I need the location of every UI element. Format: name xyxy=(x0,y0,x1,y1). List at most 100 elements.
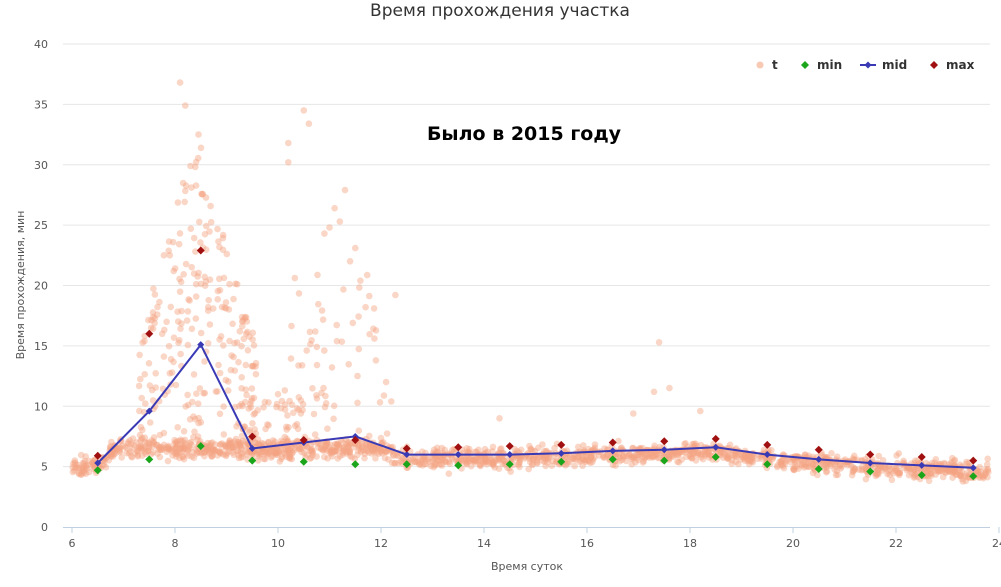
series-t-point xyxy=(674,451,682,459)
series-t-point xyxy=(132,439,140,446)
series-t-point xyxy=(445,458,453,466)
series-t-point xyxy=(222,299,230,306)
series-t-point xyxy=(141,371,148,378)
series-t-point xyxy=(71,457,79,464)
series-t-point xyxy=(116,447,123,455)
series-t-point xyxy=(925,477,933,485)
series-t-point xyxy=(189,448,196,456)
series-t-point xyxy=(585,445,592,453)
series-t-point xyxy=(793,463,801,470)
series-t-point xyxy=(264,449,271,457)
series-t-point xyxy=(803,460,811,467)
series-t-point xyxy=(141,337,148,345)
series-t-point xyxy=(238,400,245,408)
series-t-point xyxy=(481,445,489,453)
legend-item-mid[interactable]: mid xyxy=(860,58,907,72)
series-t-point xyxy=(976,473,983,480)
legend-item-min[interactable]: min xyxy=(801,58,842,72)
series-t-point xyxy=(950,457,958,465)
series-t-point xyxy=(481,454,488,461)
series-t-point xyxy=(441,458,449,465)
series-t-point xyxy=(529,456,536,463)
series-max-marker xyxy=(299,436,308,445)
series-t-point xyxy=(604,451,611,458)
series-t-point xyxy=(936,466,944,474)
series-t-point xyxy=(333,448,340,455)
series-t-point xyxy=(666,384,673,392)
series-t-point xyxy=(175,339,182,347)
legend[interactable]: t min mid max xyxy=(756,58,975,72)
chart-annotation: Было в 2015 году xyxy=(427,123,622,145)
x-tick-label: 22 xyxy=(889,537,903,550)
series-t-point xyxy=(410,455,417,463)
series-t-point xyxy=(692,457,700,464)
series-t-point xyxy=(164,445,171,453)
series-t-point xyxy=(630,454,637,461)
series-t-point xyxy=(349,444,356,451)
series-t-point xyxy=(82,462,89,469)
series-t-point xyxy=(697,441,705,449)
series-t-point xyxy=(827,462,834,470)
series-t-point xyxy=(466,445,473,453)
series-t-point xyxy=(820,464,828,472)
series-t-point xyxy=(204,303,212,311)
series-min-marker xyxy=(93,466,102,475)
series-t-point xyxy=(221,441,229,449)
series-t-point xyxy=(575,453,582,461)
series-t-point xyxy=(849,468,857,476)
series-t-point xyxy=(647,450,654,457)
series-t-point xyxy=(281,401,289,408)
x-tick-label: 12 xyxy=(374,537,388,550)
series-t-point xyxy=(357,277,364,285)
series-t-point xyxy=(267,454,275,461)
series-t-point xyxy=(749,454,756,462)
legend-item-max[interactable]: max xyxy=(930,58,975,72)
series-t-point xyxy=(139,426,146,434)
series-t-point xyxy=(165,238,173,245)
series-t-point xyxy=(163,318,170,326)
series-t-point xyxy=(984,473,991,481)
series-t-point xyxy=(198,190,205,198)
series-t-point xyxy=(81,466,88,474)
series-t-point xyxy=(705,447,713,454)
series-t-point xyxy=(288,455,296,463)
series-t-point xyxy=(177,278,185,286)
series-t-point xyxy=(322,400,330,407)
series-t-point xyxy=(291,422,299,430)
series-t-point xyxy=(859,466,867,473)
series-t-point xyxy=(794,457,801,465)
series-t-point xyxy=(838,463,845,470)
series-t-point xyxy=(466,456,474,463)
series-t-point xyxy=(141,438,149,446)
series-t-point xyxy=(101,457,108,465)
series-t-point xyxy=(483,458,491,465)
series-t-point xyxy=(237,449,245,456)
series-t-point xyxy=(962,472,970,480)
series-t-point xyxy=(531,454,538,461)
series-t-point xyxy=(692,449,699,457)
series-t-point xyxy=(206,228,213,235)
series-t-point xyxy=(173,443,180,451)
x-tick-label: 14 xyxy=(477,537,491,550)
series-t-point xyxy=(212,388,220,395)
series-t-point xyxy=(242,361,250,369)
legend-label: max xyxy=(946,58,975,72)
series-t-point xyxy=(368,445,376,453)
series-t-point xyxy=(896,471,903,479)
series-t-point xyxy=(674,458,681,466)
series-t-point xyxy=(446,460,454,468)
series-t-point xyxy=(575,453,582,461)
series-t-point xyxy=(372,357,380,364)
series-t-point xyxy=(758,455,765,462)
series-t-point xyxy=(163,448,171,456)
legend-item-t[interactable]: t xyxy=(756,58,779,72)
series-t-point xyxy=(287,447,294,455)
series-t-point xyxy=(682,440,689,447)
series-t-point xyxy=(196,218,203,226)
series-t-point xyxy=(687,453,694,461)
series-t-point xyxy=(432,460,439,467)
series-t-point xyxy=(184,445,191,453)
series-t-point xyxy=(291,446,299,454)
series-t-point xyxy=(235,358,242,366)
series-t-point xyxy=(170,334,178,342)
